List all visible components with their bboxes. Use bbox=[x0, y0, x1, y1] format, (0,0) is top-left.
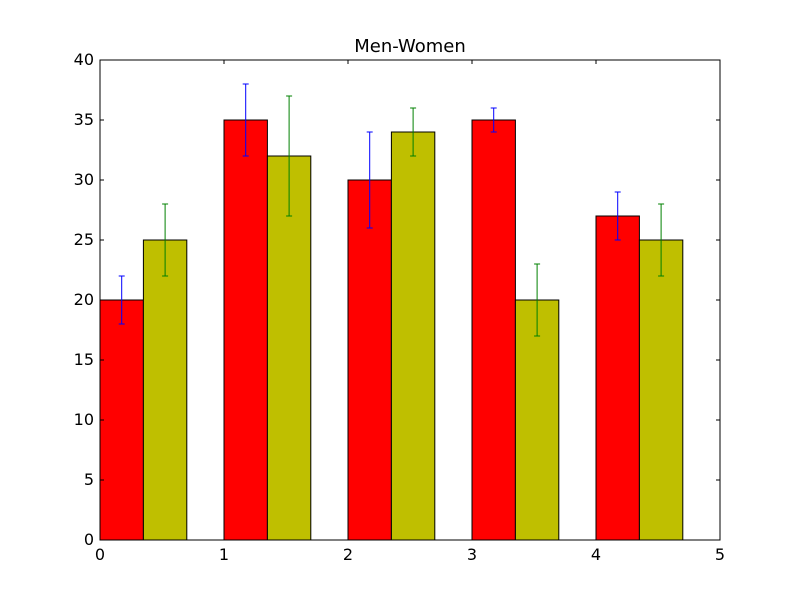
x-tick-label-1: 1 bbox=[219, 545, 229, 564]
y-tick-label-25: 25 bbox=[74, 230, 94, 249]
bar-series-0-1 bbox=[223, 119, 268, 541]
y-tick-label-35: 35 bbox=[74, 110, 94, 129]
bar-series-0-4 bbox=[595, 215, 640, 541]
x-tick-label-2: 2 bbox=[343, 545, 353, 564]
x-tick-label-3: 3 bbox=[467, 545, 477, 564]
y-tick-label-15: 15 bbox=[74, 350, 94, 369]
bar-series-1-4 bbox=[638, 239, 684, 541]
y-tick-label-30: 30 bbox=[74, 170, 94, 189]
bar-series-1-3 bbox=[514, 299, 560, 541]
bar-series-1-1 bbox=[266, 155, 312, 541]
bar-series-1-2 bbox=[390, 131, 436, 541]
y-tick-label-10: 10 bbox=[74, 410, 94, 429]
y-tick-label-5: 5 bbox=[84, 470, 94, 489]
y-tick-label-0: 0 bbox=[84, 530, 94, 549]
plot-area-frame bbox=[99, 59, 721, 541]
x-tick-label-4: 4 bbox=[591, 545, 601, 564]
y-tick-label-40: 40 bbox=[74, 50, 94, 69]
bar-series-0-0 bbox=[99, 299, 144, 541]
y-tick-label-20: 20 bbox=[74, 290, 94, 309]
error-bars-layer bbox=[118, 83, 665, 337]
x-tick-label-5: 5 bbox=[715, 545, 725, 564]
x-tick-label-0: 0 bbox=[95, 545, 105, 564]
bars-layer bbox=[99, 119, 684, 541]
ticks-layer: 0 1 2 3 4 5 0 5 10 15 20 25 30 35 40 bbox=[74, 50, 725, 564]
bar-series-0-2 bbox=[347, 179, 392, 541]
bar-series-0-3 bbox=[471, 119, 516, 541]
chart-title: Men-Women bbox=[354, 36, 466, 57]
bar-series-1-0 bbox=[142, 239, 188, 541]
